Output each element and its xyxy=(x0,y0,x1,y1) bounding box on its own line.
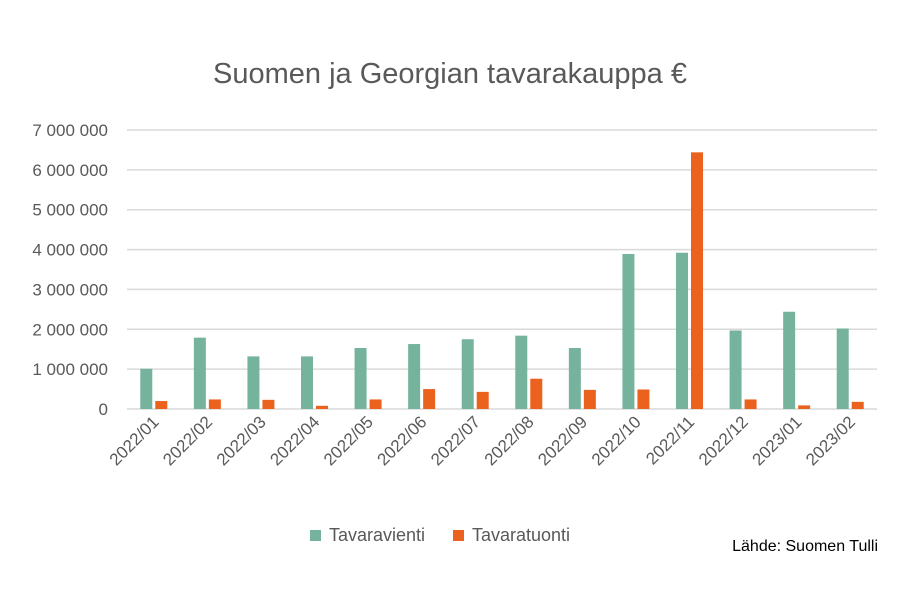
bar-vienti xyxy=(354,348,367,409)
bar-vienti xyxy=(247,356,260,409)
x-tick-label: 2022/07 xyxy=(427,412,484,469)
legend-item-tuonti: Tavaratuonti xyxy=(452,525,571,546)
bar-tuonti xyxy=(530,378,543,409)
legend: Tavaravienti Tavaratuonti xyxy=(0,525,890,546)
legend-label-tuonti: Tavaratuonti xyxy=(471,525,571,545)
bar-tuonti xyxy=(155,401,168,409)
bar-vienti xyxy=(301,356,313,409)
bar-vienti xyxy=(515,335,528,409)
y-tick-label: 1 000 000 xyxy=(32,360,108,379)
x-tick-label: 2022/03 xyxy=(213,412,270,469)
bar-tuonti xyxy=(476,391,489,409)
bar-tuonti xyxy=(369,399,382,409)
bar-tuonti xyxy=(691,152,703,409)
bar-vienti xyxy=(729,330,742,409)
source-note: Lähde: Suomen Tulli xyxy=(732,538,878,555)
bar-tuonti xyxy=(423,389,436,409)
bar-tuonti xyxy=(744,399,757,409)
bar-tuonti xyxy=(851,401,864,409)
x-tick-label: 2022/08 xyxy=(481,412,538,469)
bar-vienti xyxy=(568,348,581,409)
bar-tuonti xyxy=(262,399,275,409)
bar-vienti xyxy=(836,328,849,409)
y-tick-label: 4 000 000 xyxy=(32,241,108,260)
bar-vienti xyxy=(193,337,206,409)
y-tick-label: 5 000 000 xyxy=(32,201,108,220)
legend-label-vienti: Tavaravienti xyxy=(328,525,425,545)
x-tick-label: 2022/09 xyxy=(534,412,591,469)
bar-vienti xyxy=(408,344,421,409)
x-tick-label: 2022/10 xyxy=(588,412,645,469)
x-tick-label: 2022/02 xyxy=(159,412,216,469)
y-tick-label: 6 000 000 xyxy=(32,161,108,180)
bar-vienti xyxy=(622,253,635,409)
x-tick-label: 2022/01 xyxy=(106,412,163,469)
bar-tuonti xyxy=(316,405,328,409)
y-tick-label: 0 xyxy=(99,400,108,419)
bar-tuonti xyxy=(637,389,650,409)
x-tick-label: 2023/01 xyxy=(749,412,806,469)
chart-title: Suomen ja Georgian tavarakauppa € xyxy=(213,58,687,90)
legend-swatch-vienti xyxy=(309,530,321,541)
y-tick-label: 3 000 000 xyxy=(32,280,108,299)
bar-tuonti xyxy=(798,405,811,409)
legend-item-vienti: Tavaravienti xyxy=(309,525,425,546)
x-tick-label: 2022/11 xyxy=(642,412,698,468)
bar-vienti xyxy=(461,339,474,409)
x-tick-label: 2022/12 xyxy=(695,412,752,469)
x-tick-label: 2023/02 xyxy=(802,412,859,469)
bar-vienti xyxy=(140,368,153,409)
y-tick-label: 7 000 000 xyxy=(32,121,108,140)
x-tick-label: 2022/06 xyxy=(374,412,431,469)
x-tick-label: 2022/05 xyxy=(320,412,377,469)
bar-vienti xyxy=(676,252,688,409)
bar-tuonti xyxy=(583,389,596,409)
bar-tuonti xyxy=(208,399,221,409)
legend-swatch-tuonti xyxy=(452,530,464,541)
x-tick-label: 2022/04 xyxy=(266,412,323,469)
y-tick-label: 2 000 000 xyxy=(32,320,108,339)
bar-vienti xyxy=(783,311,796,409)
